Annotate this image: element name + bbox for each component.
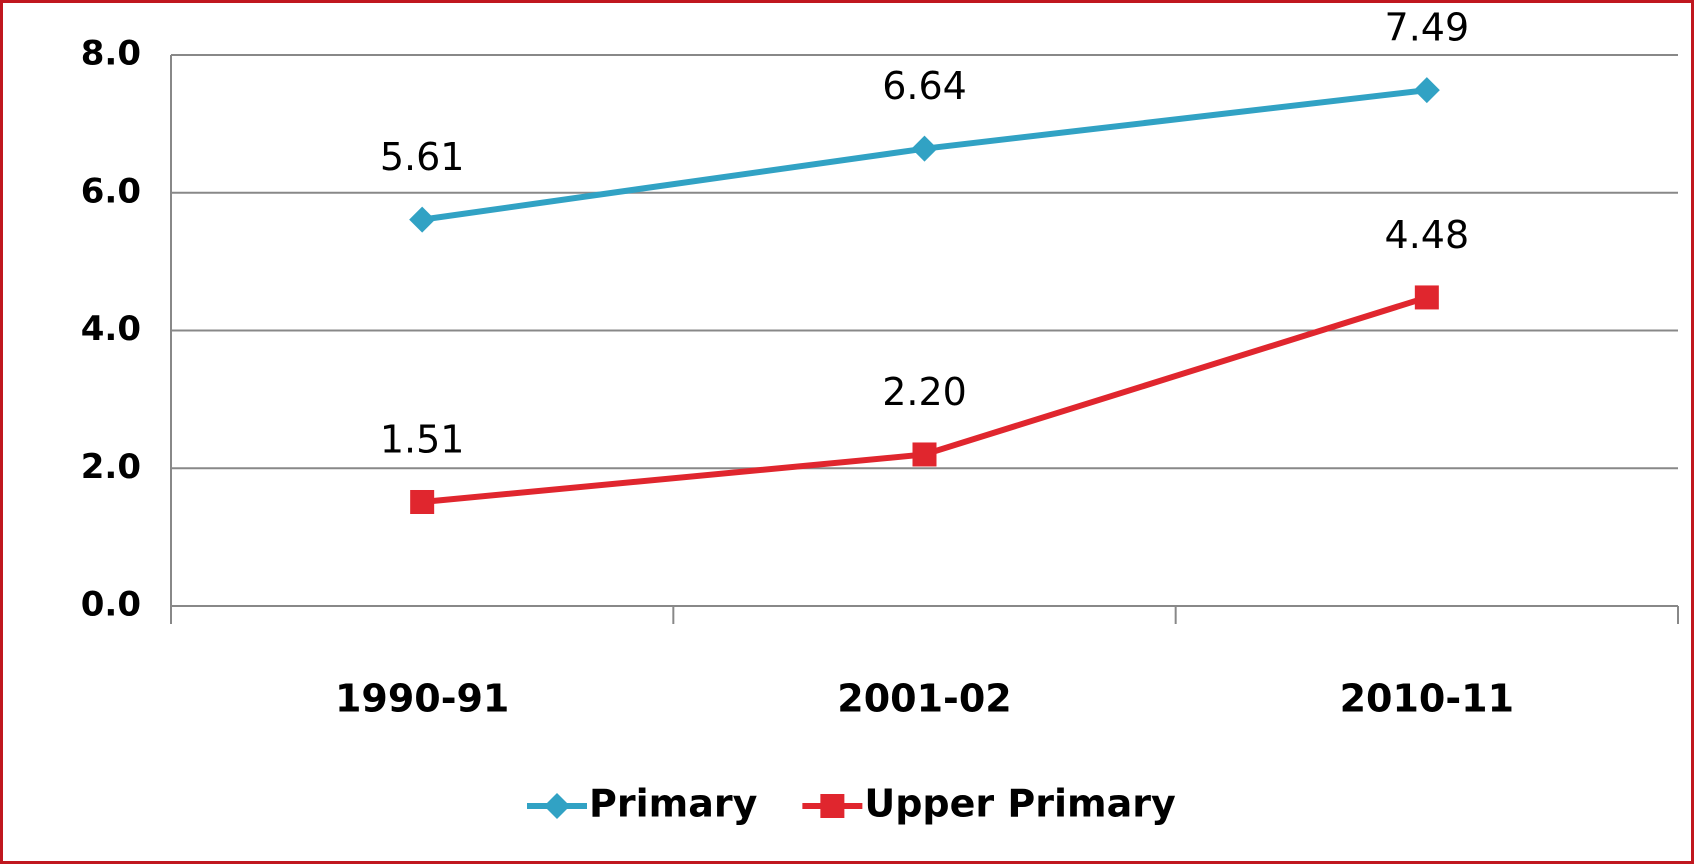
series-marker <box>409 206 436 233</box>
x-tick-label: 2001-02 <box>837 677 1011 721</box>
data-label: 4.48 <box>1385 213 1470 257</box>
legend-marker <box>544 793 570 819</box>
legend-marker <box>820 794 845 818</box>
data-label: 6.64 <box>882 64 967 108</box>
legend-label: Upper Primary <box>864 782 1176 826</box>
x-tick-label: 2010-11 <box>1340 677 1514 721</box>
y-tick-label: 2.0 <box>81 447 141 487</box>
data-label: 2.20 <box>882 370 967 414</box>
y-tick-label: 4.0 <box>81 309 141 349</box>
y-tick-label: 0.0 <box>81 585 141 625</box>
series-marker <box>1414 285 1439 310</box>
y-tick-label: 6.0 <box>81 171 141 211</box>
x-tick-label: 1990-91 <box>335 677 509 721</box>
series-marker <box>912 442 937 467</box>
legend-label: Primary <box>589 782 758 826</box>
data-label: 5.61 <box>380 135 465 179</box>
series-marker <box>410 489 435 514</box>
y-tick-label: 8.0 <box>81 34 141 74</box>
data-label: 1.51 <box>380 417 465 461</box>
series-marker <box>1413 77 1440 104</box>
series-marker <box>911 135 938 162</box>
data-label: 7.49 <box>1385 6 1470 50</box>
